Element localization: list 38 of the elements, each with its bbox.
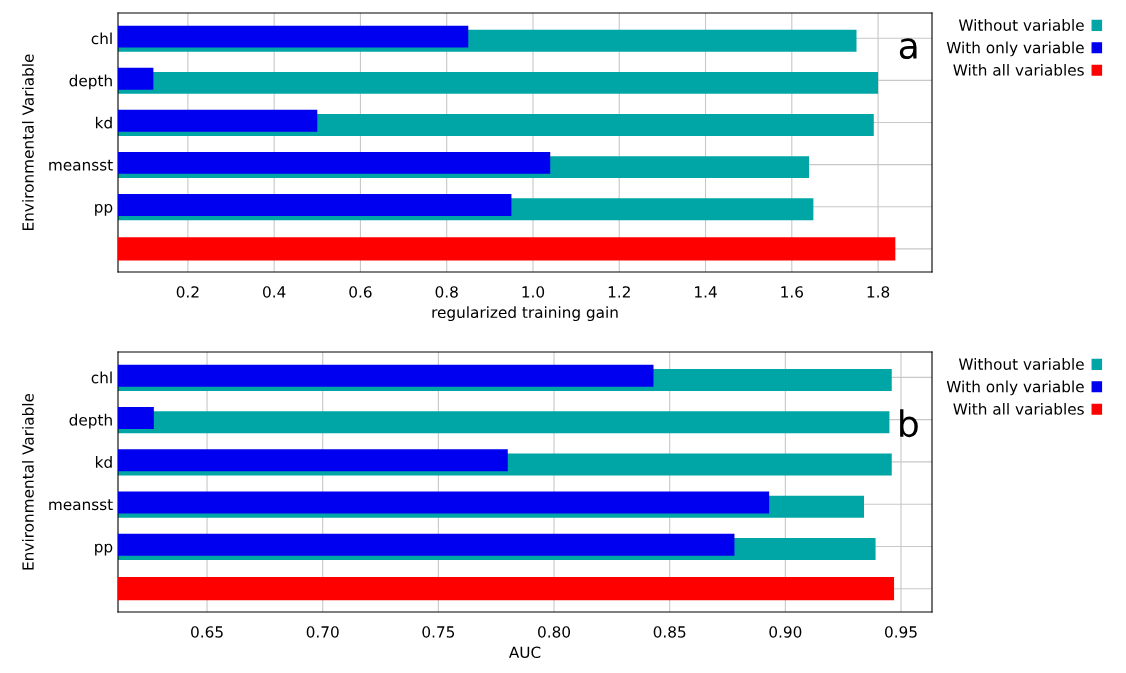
legend-label: Without variable [958, 358, 1084, 370]
y-tick-label: chl [91, 371, 112, 384]
x-tick-label: 0.95 [885, 626, 917, 638]
x-tick-label: 0.70 [306, 626, 339, 638]
x-tick-label: 1.0 [522, 286, 545, 298]
x-tick-label: 1.6 [781, 286, 803, 298]
x-tick-label: 1.4 [695, 286, 717, 298]
legend-label: With all variables [953, 63, 1084, 76]
y-tick-label: meansst [49, 159, 113, 171]
legend-label: With only variable [946, 380, 1084, 396]
y-tick-label: kd [95, 116, 112, 129]
annotation: b [900, 409, 918, 438]
y-tick-label: depth [69, 74, 112, 90]
y-axis-title: Environmental Variable [22, 393, 34, 570]
legend-label: Without variable [958, 19, 1084, 31]
y-axis-title: Environmental Variable [22, 54, 34, 230]
x-tick-label: 1.2 [608, 286, 630, 298]
x-tick-label: 0.4 [263, 286, 286, 298]
x-tick-label: 0.85 [653, 626, 686, 638]
x-tick-label: 0.65 [191, 626, 223, 638]
y-tick-label: kd [95, 456, 112, 468]
annotation: a [899, 38, 917, 60]
legend-label: With only variable [946, 41, 1084, 57]
x-tick-label: 0.90 [769, 626, 802, 638]
x-axis-title: regularized training gain [432, 306, 618, 322]
legend-label: With all variables [953, 402, 1084, 415]
x-tick-label: 1.8 [867, 286, 890, 298]
x-axis-title: AUC [508, 646, 541, 659]
y-tick-label: chl [91, 32, 112, 45]
y-tick-label: meansst [49, 499, 113, 511]
x-tick-label: 0.2 [176, 286, 199, 298]
y-tick-label: pp [95, 543, 113, 556]
x-tick-label: 0.8 [435, 286, 458, 298]
x-tick-label: 0.6 [349, 286, 372, 298]
x-tick-label: 0.75 [422, 626, 455, 638]
x-tick-label: 0.80 [538, 626, 571, 638]
y-tick-label: depth [69, 413, 112, 429]
y-tick-label: pp [95, 203, 113, 216]
